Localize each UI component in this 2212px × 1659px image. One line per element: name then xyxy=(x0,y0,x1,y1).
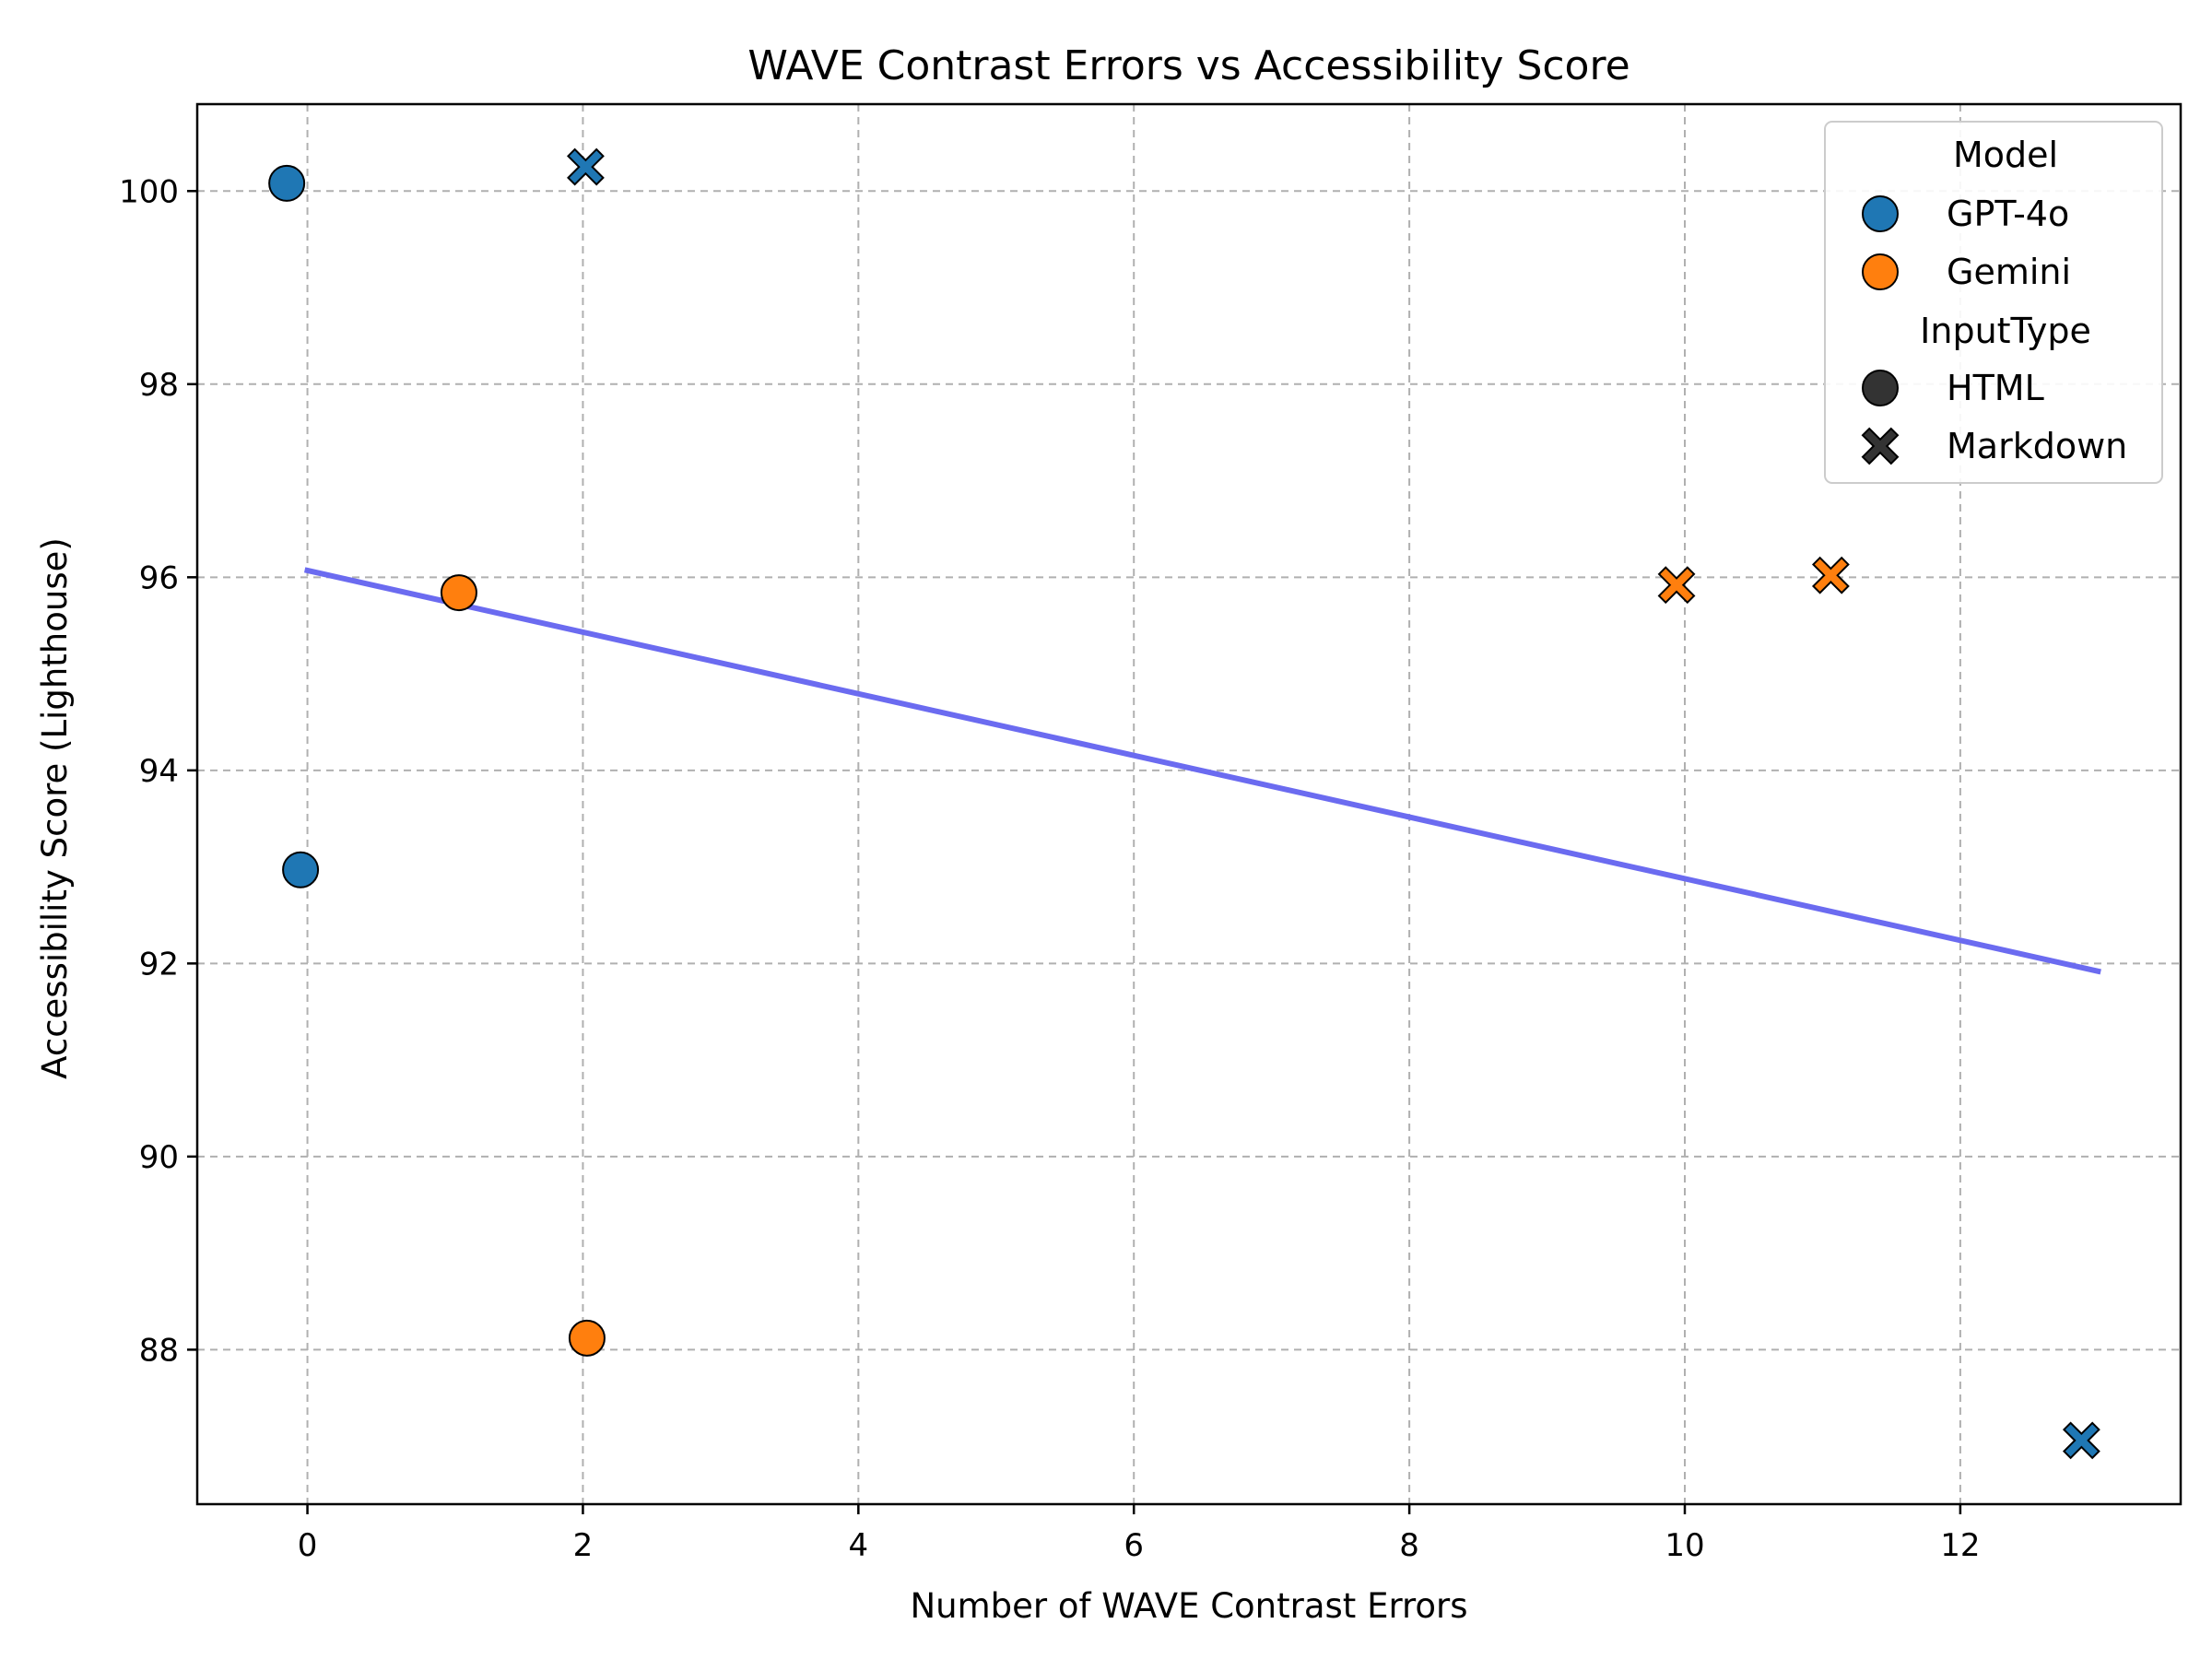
scatter-point xyxy=(440,574,477,612)
legend-marker-gpt-4o xyxy=(1862,195,1899,232)
legend-label-gpt-4o: GPT-4o xyxy=(1947,194,2069,234)
trend-line-layer xyxy=(303,567,2101,975)
plot-frame xyxy=(195,102,2183,1506)
scatter-point xyxy=(567,147,605,186)
x-tick-label: 2 xyxy=(573,1527,594,1564)
legend-marker-html xyxy=(1862,370,1899,406)
x-tick-label: 8 xyxy=(1399,1527,1419,1564)
legend-item-markdown: Markdown xyxy=(1861,426,2127,466)
scatter-point xyxy=(282,851,320,888)
x-tick-label: 12 xyxy=(1940,1527,1980,1564)
data-points xyxy=(268,147,2100,1460)
axis-ticks: 0 2 4 6 8 10 12 88 90 92 94 96 98 100 xyxy=(119,173,1980,1564)
legend-label-markdown: Markdown xyxy=(1947,426,2127,466)
legend-label-html: HTML xyxy=(1947,368,2044,408)
legend-item-gemini: Gemini xyxy=(1862,252,2071,292)
x-tick-label: 0 xyxy=(298,1527,318,1564)
y-axis-label: Accessibility Score (Lighthouse) xyxy=(35,537,75,1079)
x-tick-label: 4 xyxy=(849,1527,869,1564)
legend-title-model: Model xyxy=(1953,135,2058,175)
y-tick-label: 92 xyxy=(139,946,179,982)
scatter-point xyxy=(568,1319,606,1357)
y-tick-label: 90 xyxy=(139,1139,179,1176)
legend-marker-markdown xyxy=(1861,427,1900,465)
y-tick-label: 100 xyxy=(119,173,179,210)
x-axis-label: Number of WAVE Contrast Errors xyxy=(910,1586,1467,1626)
trend-line xyxy=(303,567,2101,975)
scatter-point xyxy=(268,164,306,202)
scatter-point xyxy=(1657,566,1696,605)
legend: Model InputType GPT-4o Gemini HTML Markd… xyxy=(1824,121,2163,484)
x-tick-label: 6 xyxy=(1124,1527,1144,1564)
legend-label-gemini: Gemini xyxy=(1947,252,2071,292)
legend-title-input-type: InputType xyxy=(1920,311,2091,351)
x-tick-label: 10 xyxy=(1665,1527,1704,1564)
scatter-point xyxy=(2062,1421,2100,1460)
scatter-point xyxy=(1811,556,1850,594)
legend-box xyxy=(1824,121,2163,484)
legend-item-gpt-4o: GPT-4o xyxy=(1862,194,2069,234)
y-tick-label: 96 xyxy=(139,559,179,596)
legend-item-html: HTML xyxy=(1862,368,2044,408)
y-tick-label: 88 xyxy=(139,1332,179,1369)
legend-marker-gemini xyxy=(1862,253,1899,290)
y-tick-label: 98 xyxy=(139,367,179,404)
chart-title: WAVE Contrast Errors vs Accessibility Sc… xyxy=(747,42,1630,89)
y-tick-label: 94 xyxy=(139,753,179,790)
